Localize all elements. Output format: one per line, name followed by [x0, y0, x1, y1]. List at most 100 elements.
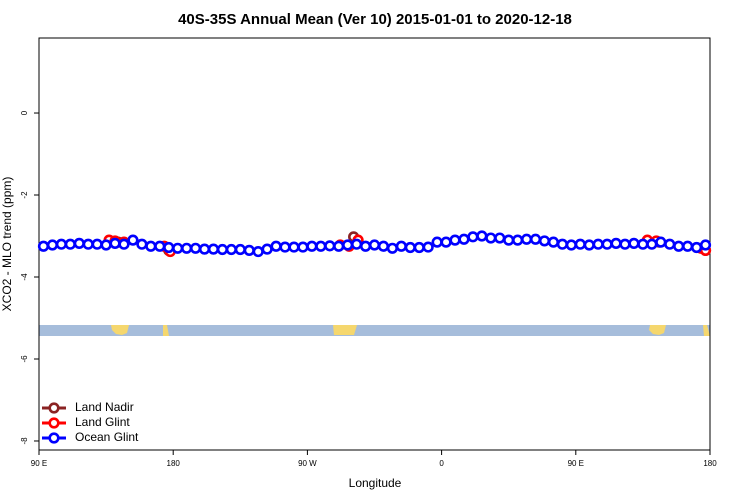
data-point	[73, 237, 85, 249]
x-tick-label: 0	[439, 459, 444, 468]
data-point	[494, 232, 506, 244]
data-point	[440, 236, 452, 248]
data-point	[359, 240, 372, 252]
data-point	[315, 240, 327, 252]
data-point	[699, 239, 712, 251]
data-point	[503, 234, 515, 246]
data-point	[404, 241, 416, 254]
data-point	[279, 241, 291, 253]
data-point	[252, 245, 264, 258]
data-point	[377, 240, 390, 252]
data-point	[243, 244, 255, 256]
data-point	[100, 239, 112, 251]
data-point	[431, 236, 443, 248]
data-point	[413, 241, 425, 254]
data-point	[207, 243, 220, 255]
data-point	[324, 240, 336, 252]
data-point	[655, 236, 667, 248]
data-point	[181, 242, 193, 254]
data-point	[109, 237, 121, 249]
data-point	[628, 237, 640, 249]
legend-label: Ocean Glint	[75, 430, 139, 444]
data-point	[637, 238, 649, 250]
land-shape	[649, 325, 666, 335]
x-tick-label: 90 E	[568, 459, 584, 468]
legend-label: Land Nadir	[75, 400, 134, 414]
data-point	[127, 234, 139, 246]
data-point	[646, 238, 658, 250]
y-tick-label: -2	[20, 191, 29, 199]
data-point	[574, 238, 586, 250]
data-point	[234, 243, 246, 256]
legend-marker	[48, 432, 60, 444]
data-point	[225, 243, 237, 256]
map-strip	[39, 325, 710, 336]
data-point	[565, 239, 577, 251]
data-point	[512, 234, 524, 246]
ocean-strip	[39, 325, 710, 336]
land-shape	[163, 325, 169, 336]
data-point	[342, 239, 354, 251]
data-point	[297, 241, 309, 253]
data-point	[449, 234, 461, 246]
data-point	[136, 238, 148, 250]
y-tick-label: 0	[20, 110, 29, 115]
y-tick-label: -8	[20, 437, 29, 445]
legend-marker	[48, 402, 60, 414]
data-point	[476, 230, 488, 242]
x-axis-label: Longitude	[349, 476, 402, 490]
data-point	[172, 242, 184, 254]
data-point	[682, 240, 694, 252]
chart-title: 40S-35S Annual Mean (Ver 10) 2015-01-01 …	[178, 11, 572, 28]
x-tick-label: 90 E	[31, 459, 47, 468]
y-tick-label: -6	[20, 355, 29, 363]
data-point	[351, 238, 363, 250]
data-point	[458, 233, 470, 245]
data-point	[619, 238, 631, 250]
data-point	[610, 237, 622, 249]
y-tick-label: -4	[20, 273, 29, 281]
data-point	[270, 240, 282, 252]
x-tick-label: 90 W	[298, 459, 317, 468]
data-point	[467, 231, 479, 243]
data-point	[163, 241, 175, 254]
data-point	[368, 239, 381, 251]
data-point	[547, 236, 560, 248]
land-shape	[703, 325, 710, 336]
y-axis-label: XCO2 - MLO trend (ppm)	[0, 177, 14, 312]
data-point	[306, 240, 318, 252]
data-point	[538, 235, 551, 247]
x-tick-label: 180	[703, 459, 717, 468]
data-point	[690, 241, 703, 254]
data-point	[583, 239, 595, 251]
data-point	[333, 240, 345, 252]
data-point	[529, 233, 542, 245]
data-point	[37, 240, 50, 252]
data-point	[261, 243, 273, 255]
data-point	[485, 232, 497, 244]
data-point	[198, 243, 211, 255]
legend-marker	[48, 417, 60, 429]
legend-label: Land Glint	[75, 415, 130, 429]
x-tick-label: 180	[167, 459, 181, 468]
data-point	[386, 242, 398, 254]
data-point	[592, 238, 604, 250]
data-point	[145, 240, 157, 252]
land-shape	[333, 325, 357, 335]
data-point	[154, 240, 166, 252]
data-point	[422, 241, 434, 253]
data-point	[189, 242, 202, 254]
data-point	[118, 238, 130, 250]
data-point	[395, 240, 407, 252]
data-point	[55, 238, 67, 250]
data-point	[288, 241, 300, 253]
data-point	[216, 243, 229, 256]
data-point	[673, 240, 685, 252]
data-point	[91, 238, 103, 250]
data-point	[64, 238, 76, 250]
data-point	[556, 238, 568, 250]
data-point	[520, 233, 533, 245]
land-shape	[111, 325, 129, 335]
